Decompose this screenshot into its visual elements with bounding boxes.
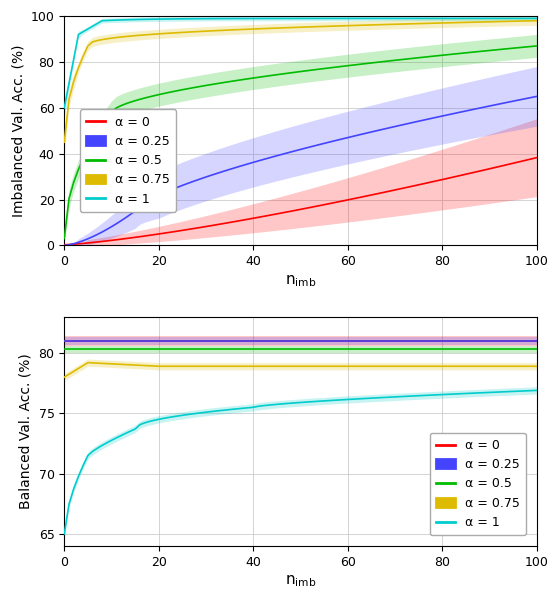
α = 0: [61, 241, 68, 248]
α = 0.25: [344, 337, 351, 344]
α = 0.5: [392, 57, 399, 64]
α = 0.25: [344, 134, 351, 141]
α = 0: [534, 154, 540, 161]
α = 0.5: [416, 346, 422, 353]
α = 1: [416, 15, 422, 22]
α = 0.75: [179, 29, 186, 36]
α = 0.75: [99, 360, 105, 367]
α = 0: [278, 209, 285, 216]
α = 1: [278, 400, 285, 407]
α = 0.75: [344, 22, 351, 29]
α = 0.25: [416, 118, 422, 125]
α = 0.5: [179, 86, 186, 93]
α = 0.5: [392, 346, 399, 353]
α = 0: [61, 337, 68, 344]
α = 0.75: [392, 21, 399, 28]
α = 0.25: [534, 93, 540, 100]
α = 1: [534, 387, 540, 394]
Line: α = 0.25: α = 0.25: [64, 96, 537, 245]
α = 1: [179, 411, 186, 419]
Line: α = 1: α = 1: [64, 390, 537, 534]
Line: α = 0.75: α = 0.75: [64, 21, 537, 142]
α = 0.25: [278, 151, 285, 158]
α = 0: [179, 227, 186, 234]
α = 0.75: [278, 25, 285, 32]
α = 0.75: [61, 374, 68, 381]
α = 0: [344, 337, 351, 344]
α = 0: [392, 187, 399, 194]
α = 0.75: [283, 362, 290, 370]
α = 1: [61, 530, 68, 538]
α = 0: [416, 181, 422, 188]
α = 0.5: [344, 62, 351, 69]
Line: α = 0.5: α = 0.5: [64, 46, 537, 239]
α = 0.5: [534, 42, 540, 50]
α = 1: [94, 445, 101, 452]
α = 0: [94, 337, 101, 344]
α = 0.75: [420, 362, 427, 370]
α = 0: [534, 337, 540, 344]
α = 0.75: [94, 37, 101, 44]
α = 0.75: [396, 362, 403, 370]
α = 0.5: [278, 346, 285, 353]
α = 0.5: [416, 54, 422, 62]
α = 0: [94, 239, 101, 246]
α = 0.75: [416, 20, 422, 27]
α = 1: [61, 104, 68, 111]
α = 0.5: [94, 129, 101, 136]
α = 0.25: [61, 337, 68, 344]
α = 0.25: [61, 242, 68, 249]
α = 0: [344, 196, 351, 203]
α = 0.25: [416, 337, 422, 344]
Text: n$_{\rm imb}$: n$_{\rm imb}$: [285, 573, 316, 589]
Line: α = 0: α = 0: [64, 158, 537, 245]
α = 0: [392, 337, 399, 344]
α = 0.75: [534, 17, 540, 25]
α = 0.25: [278, 337, 285, 344]
α = 1: [392, 15, 399, 22]
Line: α = 0.75: α = 0.75: [64, 362, 537, 377]
α = 0.25: [392, 123, 399, 130]
α = 0.75: [184, 362, 190, 370]
α = 0.75: [534, 362, 540, 370]
Legend: α = 0, α = 0.25, α = 0.5, α = 0.75, α = 1: α = 0, α = 0.25, α = 0.5, α = 0.75, α = …: [80, 109, 176, 212]
α = 0: [179, 337, 186, 344]
α = 1: [344, 396, 351, 403]
α = 0.75: [349, 362, 356, 370]
α = 1: [392, 393, 399, 401]
α = 0.25: [94, 231, 101, 238]
α = 0.25: [179, 337, 186, 344]
Legend: α = 0, α = 0.25, α = 0.5, α = 0.75, α = 1: α = 0, α = 0.25, α = 0.5, α = 0.75, α = …: [430, 433, 526, 535]
α = 0.5: [344, 346, 351, 353]
α = 0.25: [94, 337, 101, 344]
α = 1: [344, 15, 351, 22]
Text: n$_{\rm imb}$: n$_{\rm imb}$: [285, 273, 316, 289]
α = 0.75: [85, 359, 91, 366]
α = 0.5: [534, 346, 540, 353]
α = 0: [278, 337, 285, 344]
α = 0.25: [534, 337, 540, 344]
Y-axis label: Imbalanced Val. Acc. (%): Imbalanced Val. Acc. (%): [11, 44, 25, 217]
α = 1: [534, 15, 540, 22]
α = 0.5: [278, 71, 285, 78]
α = 1: [179, 15, 186, 22]
α = 1: [278, 15, 285, 22]
α = 0.25: [392, 337, 399, 344]
α = 0.75: [61, 139, 68, 146]
α = 0.5: [179, 346, 186, 353]
α = 0.5: [61, 235, 68, 242]
α = 0.5: [94, 346, 101, 353]
α = 0.5: [61, 346, 68, 353]
α = 1: [94, 20, 101, 27]
α = 1: [416, 392, 422, 399]
α = 0.25: [179, 182, 186, 189]
Y-axis label: Balanced Val. Acc. (%): Balanced Val. Acc. (%): [19, 353, 33, 509]
Line: α = 1: α = 1: [64, 19, 537, 108]
α = 0: [416, 337, 422, 344]
